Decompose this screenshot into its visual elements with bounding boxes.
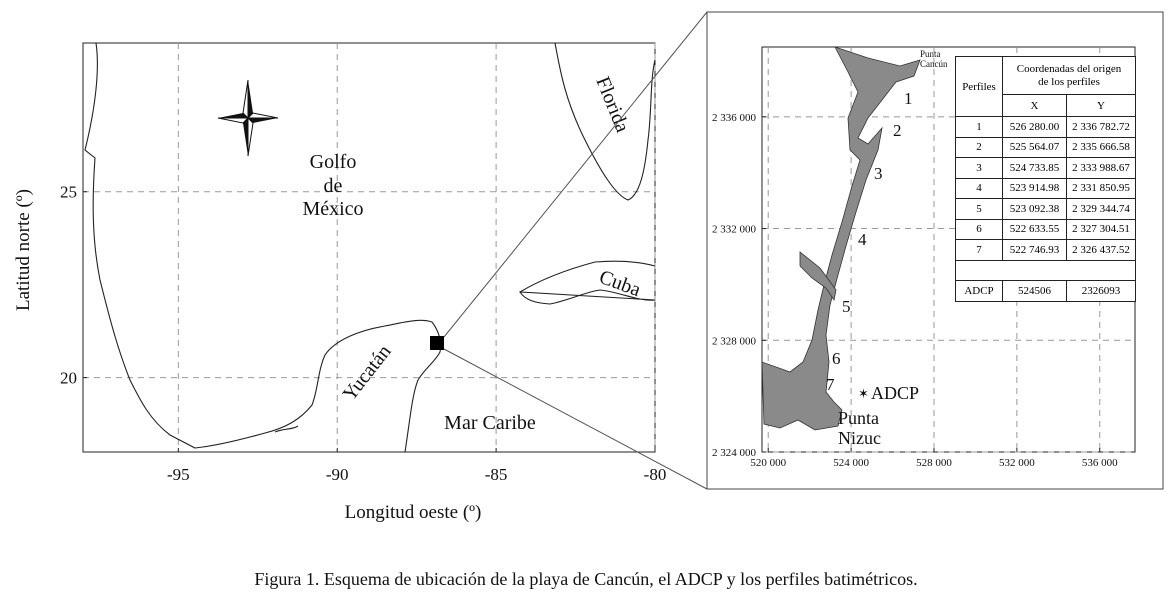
x-tick-label: -85 [485, 465, 508, 484]
x-tick-label: 532 000 [999, 457, 1035, 469]
table-cell: 2 333 988.67 [1066, 157, 1136, 179]
profiles-table: Perfiles Coordenadas del origen de los pe… [955, 56, 1136, 302]
inset-frame [706, 11, 1164, 490]
region-label: Cuba [596, 266, 643, 301]
profile-label: 4 [858, 230, 867, 249]
place-label: Cancún [920, 59, 948, 69]
table-header: Y [1066, 94, 1136, 117]
region-label: Mar Caribe [444, 412, 536, 434]
land [761, 46, 921, 431]
table-cell: 525 564.07 [1002, 136, 1067, 158]
table-row: ADCP 524506 2326093 [955, 279, 1136, 302]
region-label: Florida [591, 74, 633, 136]
y-tick-label: 2 332 000 [712, 224, 757, 236]
profile-label: 1 [904, 89, 913, 108]
table-cell: 7 [955, 239, 1003, 261]
table-cell: 522 633.55 [1002, 218, 1067, 240]
adcp-marker: ✶ [858, 386, 869, 401]
profile-label: 2 [893, 121, 902, 140]
y-tick-label: 2 328 000 [712, 335, 757, 347]
table-row: 6 522 633.55 2 327 304.51 [955, 218, 1136, 240]
left-frame [82, 42, 656, 453]
x-tick-label: 528 000 [916, 457, 952, 469]
x-tick-label: -90 [326, 465, 349, 484]
table-row [955, 259, 1136, 281]
table-cell: 522 746.93 [1002, 239, 1067, 261]
x-tick-label: 524 000 [833, 457, 869, 469]
table-row: 7 522 746.93 2 326 437.52 [955, 239, 1136, 261]
table-cell: 2 326 437.52 [1066, 239, 1136, 261]
table-cell: 4 [955, 177, 1003, 199]
table-cell: 2 327 304.51 [1066, 218, 1136, 240]
y-tick-label: 2 336 000 [712, 112, 757, 124]
table-cell: 3 [955, 157, 1003, 179]
table-cell: 524 733.85 [1002, 157, 1067, 179]
x-tick-label: -80 [644, 465, 667, 484]
place-label: ADCP [871, 383, 919, 403]
x-tick-label: 536 000 [1082, 457, 1118, 469]
table-cell [955, 259, 1136, 281]
table-cell: 2 336 782.72 [1066, 116, 1136, 138]
table-header: X [1002, 94, 1067, 117]
y-tick-label: 2 324 000 [712, 447, 757, 459]
region-label: de [324, 175, 343, 197]
table-cell: 2326093 [1066, 279, 1136, 302]
region-label: Golfo [310, 151, 357, 173]
table-cell: 5 [955, 198, 1003, 220]
region-label: Yucatán [339, 341, 396, 405]
table-cell: 523 092.38 [1002, 198, 1067, 220]
place-label: Punta [838, 408, 879, 428]
caption: Figura 1. Esquema de ubicación de la pla… [254, 569, 917, 589]
table-cell: 2 [955, 136, 1003, 158]
table-row: 5 523 092.38 2 329 344.74 [955, 198, 1136, 220]
zoom-line [443, 11, 708, 338]
table-row: 3 524 733.85 2 333 988.67 [955, 157, 1136, 179]
compass-rose [217, 79, 279, 157]
table-row: 1 526 280.00 2 336 782.72 [955, 116, 1136, 138]
place-label: Punta [920, 49, 941, 59]
table-cell: ADCP [955, 279, 1003, 302]
profile-label: 3 [874, 164, 883, 183]
profile-label: 6 [832, 349, 841, 368]
table-cell: 1 [955, 116, 1003, 138]
left-grid: -95 -90 -85 -80 20 25 [60, 43, 666, 484]
y-tick-label: 25 [60, 183, 77, 202]
table-cell: 523 914.98 [1002, 177, 1067, 199]
table-header: Perfiles [955, 56, 1003, 117]
table-cell: 6 [955, 218, 1003, 240]
table-header-line: de los perfiles [1038, 75, 1100, 88]
profile-label: 5 [842, 297, 851, 316]
region-label: México [302, 198, 363, 220]
profile-label: 7 [826, 375, 835, 394]
table-row: 4 523 914.98 2 331 850.95 [955, 177, 1136, 199]
y-tick-label: 20 [60, 369, 77, 388]
table-cell: 2 331 850.95 [1066, 177, 1136, 199]
x-axis-label: Longitud oeste (º) [345, 502, 482, 523]
table-cell: 526 280.00 [1002, 116, 1067, 138]
x-tick-label: -95 [167, 465, 190, 484]
coastline [84, 42, 656, 453]
table-row: 2 525 564.07 2 335 666.58 [955, 136, 1136, 158]
table-header-line: Coordenadas del origen [1016, 62, 1122, 75]
table-header: Coordenadas del origen de los perfiles [1002, 56, 1136, 95]
x-tick-label: 520 000 [750, 457, 786, 469]
table-cell: 524506 [1002, 279, 1067, 302]
place-label: Nizuc [838, 428, 881, 448]
table-cell: 2 335 666.58 [1066, 136, 1136, 158]
table-cell: 2 329 344.74 [1066, 198, 1136, 220]
y-axis-label: Latitud norte (º) [13, 189, 34, 311]
zoom-line [443, 348, 708, 490]
study-area-marker [430, 336, 444, 350]
